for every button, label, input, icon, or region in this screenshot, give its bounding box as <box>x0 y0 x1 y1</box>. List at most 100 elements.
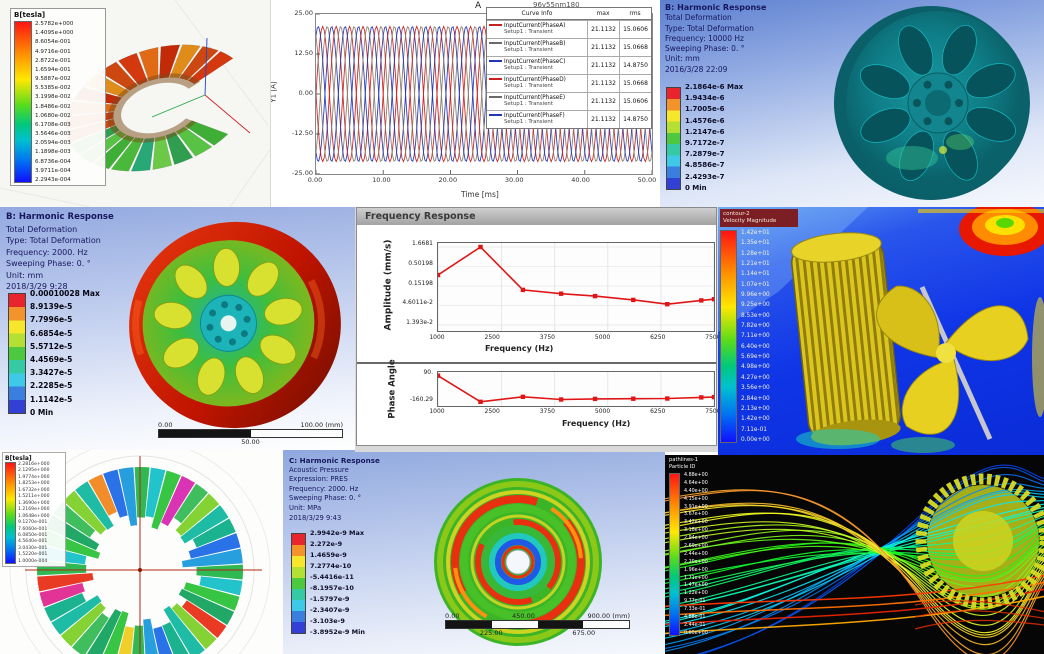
deformation-colorbar <box>8 293 26 414</box>
legend-value: -5.4416e-11 <box>310 573 354 581</box>
velocity-legend-value: 1.21e+01 <box>741 261 770 268</box>
flux-ring-legend-value: 9.1270e-001 <box>18 520 48 526</box>
y-tick: -25.00 <box>292 169 313 177</box>
pathlines-legend-value: 3.91e+00 <box>684 504 708 510</box>
curve-rms-value: 15.0668 <box>619 75 651 92</box>
pressure-colorbar <box>291 533 306 634</box>
flux-coil-legend-value: 6.1708e-003 <box>35 121 71 128</box>
frequency-tick: 6250 <box>650 408 666 415</box>
flux-coil-legend-value: 2.8722e-001 <box>35 57 71 64</box>
velocity-legend-value: 7.82e+00 <box>741 323 770 330</box>
pathlines-legend-value: 2.69e+00 <box>684 544 708 550</box>
flux-coil-legend-value: 8.6054e-001 <box>35 39 71 46</box>
window-titlebar[interactable]: Frequency Response <box>357 208 716 225</box>
y-tick: 25.00 <box>294 9 313 17</box>
legend-value: 2.2285e-5 <box>30 381 73 391</box>
curve-rms-value: 15.0668 <box>619 39 651 56</box>
phase-axis-label: Phase Angle <box>387 359 398 419</box>
legend-value: 5.5712e-5 <box>30 341 73 351</box>
panel-phase-currents-plot: A 96v55nm180 Y1 [A] 25.00 12.50 0.00 -12.50… <box>270 0 661 207</box>
pathlines-legend-value: 2.44e-01 <box>684 622 706 628</box>
curve-swatch-icon <box>489 24 502 26</box>
curve-setup: Setup1 : Transient <box>504 82 553 89</box>
result-info-line: Type: Total Deformation <box>6 236 101 245</box>
y-tick: 0.00 <box>298 89 313 97</box>
deformed-wheel-render <box>834 6 1030 200</box>
curve-rms-value: 15.0606 <box>619 21 651 38</box>
curve-setup: Setup1 : Transient <box>504 46 553 53</box>
legend-value: 1.1142e-5 <box>30 394 73 404</box>
pathlines-legend-value: 4.40e+00 <box>684 488 708 494</box>
velocity-legend-value: 5.69e+00 <box>741 354 770 361</box>
pathlines-legend: pathlines-1 Particle ID 4.88e+00 4.64e+00 4… <box>669 457 708 636</box>
curve-setup: Setup1 : Transient <box>504 64 553 71</box>
phase-plot-area <box>437 371 715 407</box>
curve-setup: Setup1 : Transient <box>504 28 553 35</box>
result-info-block: B: Harmonic Response Total Deformation Ty… <box>665 3 766 75</box>
velocity-legend-value: 4.27e+00 <box>741 374 770 381</box>
flux-coil-legend-value: 5.5385e-002 <box>35 85 71 92</box>
flux-ring-legend-value: 1.8253e+000 <box>18 481 50 487</box>
flux-ring-legend-value: 1.9774e+000 <box>18 474 50 480</box>
frequency-response-window: Frequency Response Amplitude (mm/s) 1.66… <box>356 207 718 446</box>
amplitude-tick: 0.15198 <box>408 279 433 287</box>
col-rms: rms <box>629 10 641 17</box>
curve-name: InputCurrent(PhaseF) <box>504 112 565 119</box>
legend-value: 7.7996e-5 <box>30 315 73 325</box>
panel-frequency-response-window: Frequency Response Amplitude (mm/s) 1.66… <box>355 207 718 452</box>
result-info-line: 2016/3/28 22:09 <box>665 64 728 74</box>
legend-value: -2.3407e-9 <box>310 606 350 614</box>
pathlines-legend-value: 2.94e+00 <box>684 536 708 542</box>
frequency-axis-label: Frequency (Hz) <box>485 344 554 353</box>
x-tick: 30.00 <box>504 176 524 184</box>
deformation-legend: 2.1864e-6 Max 1.9434e-6 1.7005e-6 1.4576e-6… <box>666 82 743 194</box>
flux-coil-colorbar <box>14 21 32 183</box>
curve-table-row: InputCurrent(PhaseF) Setup1 : Transient … <box>487 110 651 128</box>
velocity-legend-title: contour-2 <box>723 211 750 217</box>
legend-value: 2.1864e-6 Max <box>685 83 744 91</box>
result-info-line: Frequency: 2000. Hz <box>6 247 88 257</box>
result-info-line: Type: Total Deformation <box>665 23 754 33</box>
frequency-tick: 5000 <box>594 408 611 415</box>
y-axis-label: Y1 [A] <box>270 81 278 103</box>
pathlines-legend-value: 3.42e+00 <box>684 520 708 526</box>
legend-value: 3.3427e-5 <box>30 368 73 378</box>
curve-max-value: 21.1132 <box>587 111 619 128</box>
ruler-q3: 675.00 <box>572 629 596 637</box>
legend-value: 8.9139e-5 <box>30 302 73 312</box>
ruler-mid: 450.00 <box>512 612 535 620</box>
velocity-legend-value: 8.53e+00 <box>741 312 770 319</box>
curve-name: InputCurrent(PhaseB) <box>504 40 566 47</box>
result-info-line: Expression: PRES <box>289 475 348 484</box>
legend-value: 7.2774e-10 <box>310 562 352 570</box>
flux-ring-legend-value: 2.1295e+000 <box>18 468 50 474</box>
legend-value: 2.9942e-9 Max <box>310 529 365 537</box>
curve-info-table: Curve Info max rms InputCurrent(PhaseA) … <box>486 7 652 129</box>
curve-table-row: InputCurrent(PhaseE) Setup1 : Transient … <box>487 92 651 110</box>
result-info-line: Sweeping Phase: 0. ° <box>665 44 745 54</box>
scale-ruler: 0.00 100.00 (mm) 50.00 <box>158 421 343 446</box>
y-tick: -12.50 <box>292 129 313 137</box>
y-tick: 12.50 <box>294 49 313 57</box>
frequency-tick: 2500 <box>484 334 500 341</box>
pathlines-legend-value: 3.67e+00 <box>684 512 708 518</box>
panel-flux-coil: B[tesla] 2.5782e+000 1.4095e+000 8.6054e-0… <box>0 0 270 207</box>
curve-rms-value: 14.8750 <box>619 57 651 74</box>
flux-coil-legend-value: 2.0594e-003 <box>35 140 71 147</box>
flux-coil-legend-title: B[tesla] <box>14 11 46 19</box>
result-info-line: Total Deformation <box>665 13 732 23</box>
velocity-legend-value: 9.25e+00 <box>741 302 770 309</box>
plot-watermark: 96v55nm180 <box>533 1 580 9</box>
flux-coil-legend-value: 4.9716e-001 <box>35 48 71 55</box>
flux-ring-legend-value: 7.6060e-001 <box>18 526 48 532</box>
flux-coil-legend-value: 3.5646e-003 <box>35 131 71 138</box>
curve-setup: Setup1 : Transient <box>504 118 553 125</box>
curve-rms-value: 15.0606 <box>619 93 651 110</box>
chart-divider <box>357 362 716 364</box>
panel-harmonic-2000: B: Harmonic Response Total Deformation Ty… <box>0 207 355 450</box>
panel-acoustic-pressure: C: Harmonic Response Acoustic Pressure Ex… <box>283 450 665 654</box>
amplitude-plot-area <box>437 242 715 332</box>
propeller-render <box>876 285 1029 441</box>
frequency-tick: 6250 <box>650 334 666 341</box>
